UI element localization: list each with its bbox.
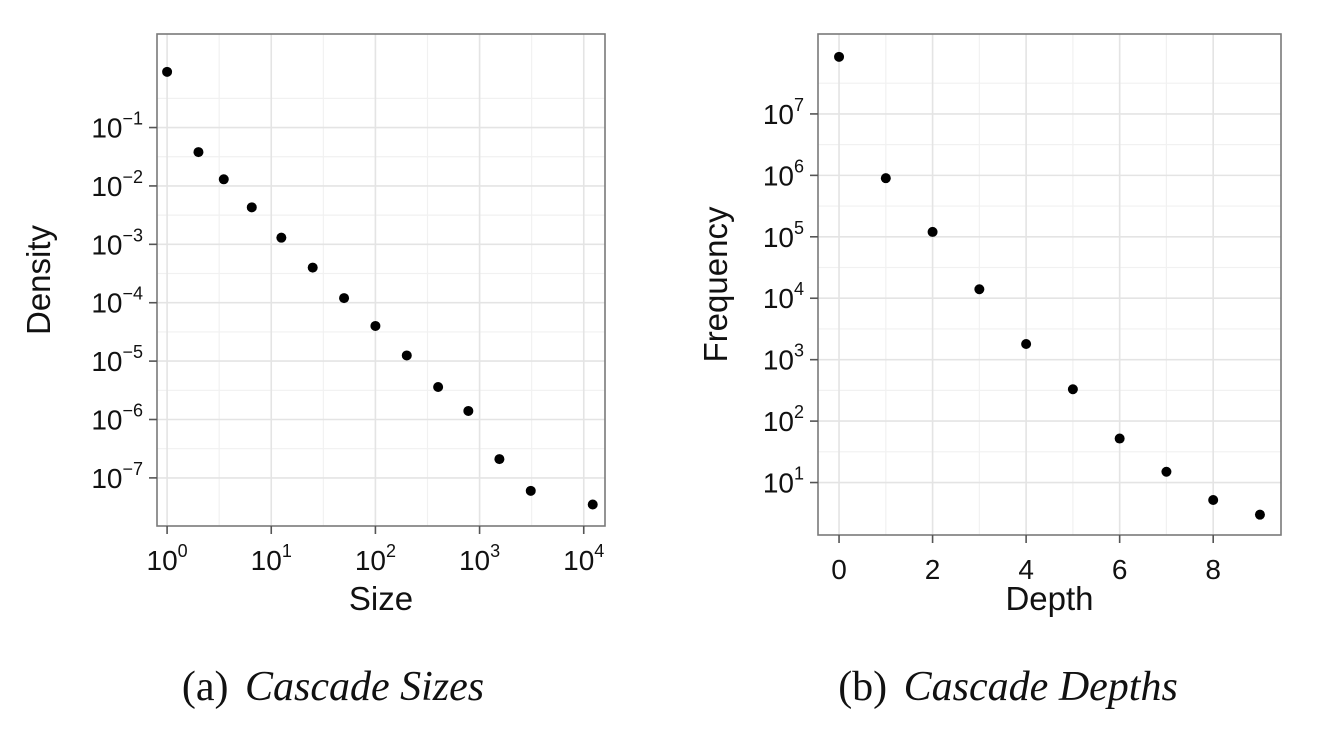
y-tick-label: 106: [763, 156, 804, 191]
data-point: [525, 485, 536, 496]
data-point: [494, 454, 505, 465]
panel-caption: (a) Cascade Sizes: [182, 664, 484, 710]
x-tick-label: 100: [147, 541, 188, 576]
data-point: [1067, 384, 1078, 395]
data-point: [587, 499, 598, 510]
data-point: [974, 284, 985, 295]
data-point: [276, 232, 287, 243]
x-tick-label: 8: [1205, 554, 1221, 585]
grid: [818, 34, 1281, 535]
y-tick-label: 101: [763, 464, 804, 499]
data-point: [463, 405, 474, 416]
data-point: [880, 173, 891, 184]
x-tick-label: 4: [1018, 554, 1034, 585]
panel-cascade-sizes: 100 101 102 103 104 10−1 10−2 10−3 10−4 10−5 10−6 1…: [20, 33, 606, 710]
data-point: [218, 174, 229, 185]
x-tick-label: 103: [459, 541, 500, 576]
y-axis-label: Density: [20, 224, 57, 335]
data-point: [1208, 494, 1219, 505]
x-tick-label: 6: [1112, 554, 1128, 585]
data-point: [307, 262, 318, 273]
data-point: [162, 66, 173, 77]
grid: [157, 34, 605, 526]
y-tick-label: 105: [763, 218, 804, 253]
plot-frame: [156, 33, 606, 527]
y-tick-label: 10−2: [91, 167, 143, 202]
y-tick-label: 10−6: [91, 401, 143, 436]
panel-cascade-depths: 0 2 4 6 8 107 106 105 104 103 102 101 Depth Frequency…: [697, 33, 1282, 710]
x-tick-label: 102: [355, 541, 396, 576]
y-tick-label: 10−1: [91, 109, 143, 144]
panel-caption: (b) Cascade Depths: [838, 664, 1178, 710]
y-tick-label: 107: [763, 95, 804, 130]
x-axis-label: Depth: [1005, 580, 1093, 617]
x-tick-label: 101: [251, 541, 292, 576]
y-tick-label: 102: [763, 402, 804, 437]
x-tick-label: 104: [563, 541, 604, 576]
data-point: [1114, 433, 1125, 444]
data-point: [433, 382, 444, 393]
data-point: [339, 293, 350, 304]
data-point: [927, 226, 938, 237]
y-tick-label: 10−4: [91, 284, 143, 319]
y-tick-label: 10−3: [91, 225, 143, 260]
y-tick-label: 10−7: [91, 459, 143, 494]
data-point: [370, 320, 381, 331]
x-axis-label: Size: [349, 580, 413, 617]
data-point: [1254, 509, 1265, 520]
y-axis-label: Frequency: [697, 206, 734, 362]
y-tick-label: 103: [763, 341, 804, 376]
data-point: [834, 51, 845, 62]
data-point: [193, 147, 204, 158]
y-tick-label: 104: [763, 279, 804, 314]
x-tick-label: 0: [831, 554, 847, 585]
data-point: [401, 350, 412, 361]
data-point: [1161, 466, 1172, 477]
data-points: [162, 66, 598, 510]
data-point: [246, 202, 257, 213]
plot-frame: [817, 33, 1282, 536]
data-points: [834, 51, 1265, 520]
x-tick-label: 2: [925, 554, 941, 585]
y-tick-label: 10−5: [91, 342, 143, 377]
data-point: [1021, 338, 1032, 349]
